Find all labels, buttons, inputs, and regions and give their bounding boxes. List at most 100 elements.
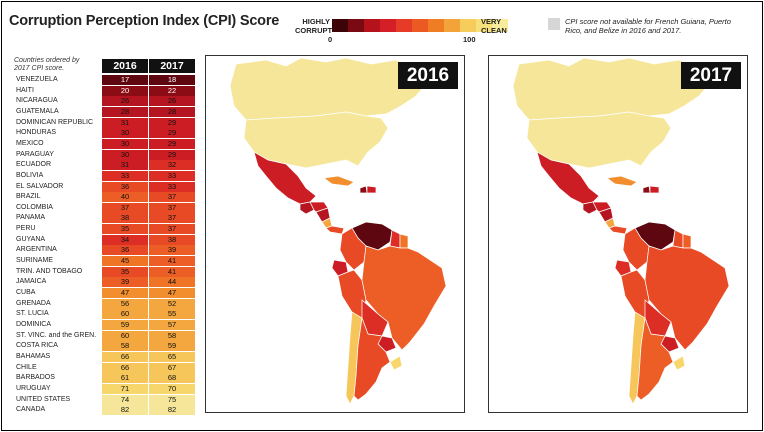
- country-name: CUBA: [16, 289, 36, 296]
- country-shape-suriname: [399, 233, 409, 249]
- table-row: JAMAICA 39 44: [0, 277, 200, 288]
- score-cell-2016: 60: [102, 309, 148, 320]
- table-row: COLOMBIA 37 37: [0, 202, 200, 213]
- country-shape-guatemala: [582, 201, 598, 215]
- score-cell-2016: 20: [102, 85, 148, 96]
- score-cell-2017: 37: [149, 202, 195, 213]
- table-row: URUGUAY 71 70: [0, 383, 200, 394]
- table-row: UNITED STATES 74 75: [0, 394, 200, 405]
- score-cell-2017: 37: [149, 192, 195, 203]
- score-cell-2016: 30: [102, 128, 148, 139]
- table-row: BRAZIL 40 37: [0, 192, 200, 203]
- score-cell-2017: 33: [149, 170, 195, 181]
- score-cell-2016: 45: [102, 256, 148, 267]
- country-shape-haiti: [359, 185, 368, 194]
- country-name: BOLIVIA: [16, 171, 44, 179]
- legend-swatch: [380, 19, 396, 32]
- legend-swatch: [332, 19, 348, 32]
- country-shape-panama: [608, 225, 628, 235]
- score-cell-2016: 17: [102, 75, 148, 85]
- country-name: VENEZUELA: [16, 76, 58, 83]
- score-cell-2016: 36: [102, 245, 148, 256]
- table-row: BOLIVIA 33 33: [0, 170, 200, 181]
- country-name: UNITED STATES: [16, 395, 71, 403]
- score-cell-2017: 75: [149, 394, 195, 405]
- table-row: VENEZUELA 17 18: [0, 75, 200, 85]
- country-name: TRIN. AND TOBAGO: [16, 267, 83, 275]
- country-name: BRAZIL: [16, 193, 41, 201]
- score-cell-2017: 58: [149, 330, 195, 341]
- score-cell-2016: 82: [102, 405, 148, 416]
- table-row: GUYANA 34 38: [0, 234, 200, 245]
- score-cell-2016: 37: [102, 202, 148, 213]
- table-row: PANAMA 38 37: [0, 213, 200, 224]
- country-shape-brazil: [361, 245, 447, 351]
- score-cell-2016: 39: [102, 277, 148, 288]
- column-header-2016: 2016: [102, 59, 148, 73]
- score-cell-2017: 18: [149, 75, 195, 85]
- not-available-swatch: [548, 18, 560, 30]
- table-row: ST. LUCIA 60 55: [0, 309, 200, 320]
- score-cell-2017: 29: [149, 138, 195, 149]
- table-row: CHILE 66 67: [0, 362, 200, 373]
- country-name: CANADA: [16, 406, 46, 414]
- score-cell-2016: 58: [102, 341, 148, 352]
- country-name: MEXICO: [16, 139, 44, 147]
- legend-swatch: [444, 19, 460, 32]
- score-cell-2017: 55: [149, 309, 195, 320]
- score-cell-2016: 31: [102, 160, 148, 171]
- table-row: GRENADA 56 52: [0, 298, 200, 309]
- score-cell-2016: 56: [102, 298, 148, 309]
- country-name: COSTA RICA: [16, 342, 58, 350]
- score-cell-2017: 29: [149, 117, 195, 128]
- score-cell-2016: 30: [102, 149, 148, 160]
- score-cell-2016: 71: [102, 383, 148, 394]
- country-shape-dominican-republic: [649, 185, 660, 194]
- legend-swatches: [332, 19, 508, 32]
- country-shape-haiti: [642, 185, 651, 194]
- country-name: PANAMA: [16, 214, 46, 222]
- country-name: GUATEMALA: [16, 107, 59, 115]
- score-cell-2017: 82: [149, 405, 195, 416]
- map-year-label-2016: 2016: [398, 62, 458, 89]
- score-cell-2016: 59: [102, 319, 148, 330]
- country-name: EL SALVADOR: [16, 182, 64, 190]
- table-row: HAITI 20 22: [0, 85, 200, 96]
- score-cell-2017: 22: [149, 85, 195, 96]
- score-cell-2017: 52: [149, 298, 195, 309]
- country-name: COLOMBIA: [16, 203, 53, 211]
- country-shape-guatemala: [299, 201, 315, 215]
- score-cell-2016: 35: [102, 224, 148, 235]
- table-row: SURINAME 45 41: [0, 256, 200, 267]
- score-cell-2016: 66: [102, 362, 148, 373]
- table-row: HONDURAS 30 29: [0, 128, 200, 139]
- country-name: HAITI: [16, 86, 34, 94]
- score-cell-2017: 57: [149, 319, 195, 330]
- legend-swatch: [348, 19, 364, 32]
- legend-swatch: [476, 19, 492, 32]
- table-row: TRIN. AND TOBAGO 35 41: [0, 266, 200, 277]
- country-name: URUGUAY: [16, 384, 51, 392]
- country-name: ST. VINC. and the GREN.: [16, 331, 97, 339]
- score-cell-2016: 60: [102, 330, 148, 341]
- score-cell-2017: 65: [149, 351, 195, 362]
- score-cell-2016: 26: [102, 96, 148, 107]
- country-name: DOMINICAN REPUBLIC: [16, 118, 94, 126]
- legend-swatch: [364, 19, 380, 32]
- score-cell-2017: 32: [149, 160, 195, 171]
- score-cell-2017: 44: [149, 277, 195, 288]
- not-available-text: CPI score not available for French Guian…: [565, 17, 731, 35]
- legend-right-label: VERY CLEAN: [481, 17, 507, 35]
- legend-swatch: [412, 19, 428, 32]
- chart-title: Corruption Perception Index (CPI) Score: [9, 13, 280, 29]
- country-name: DOMINICA: [16, 320, 51, 328]
- table-row: DOMINICAN REPUBLIC 31 29: [0, 117, 200, 128]
- country-shape-uruguay: [672, 355, 686, 371]
- country-shape-guyana: [672, 229, 684, 249]
- table-row: CUBA 47 47: [0, 288, 200, 298]
- score-cell-2016: 47: [102, 288, 148, 298]
- score-cell-2017: 41: [149, 256, 195, 267]
- score-cell-2017: 41: [149, 266, 195, 277]
- country-name: GUYANA: [16, 235, 46, 243]
- country-shape-brazil: [644, 245, 730, 351]
